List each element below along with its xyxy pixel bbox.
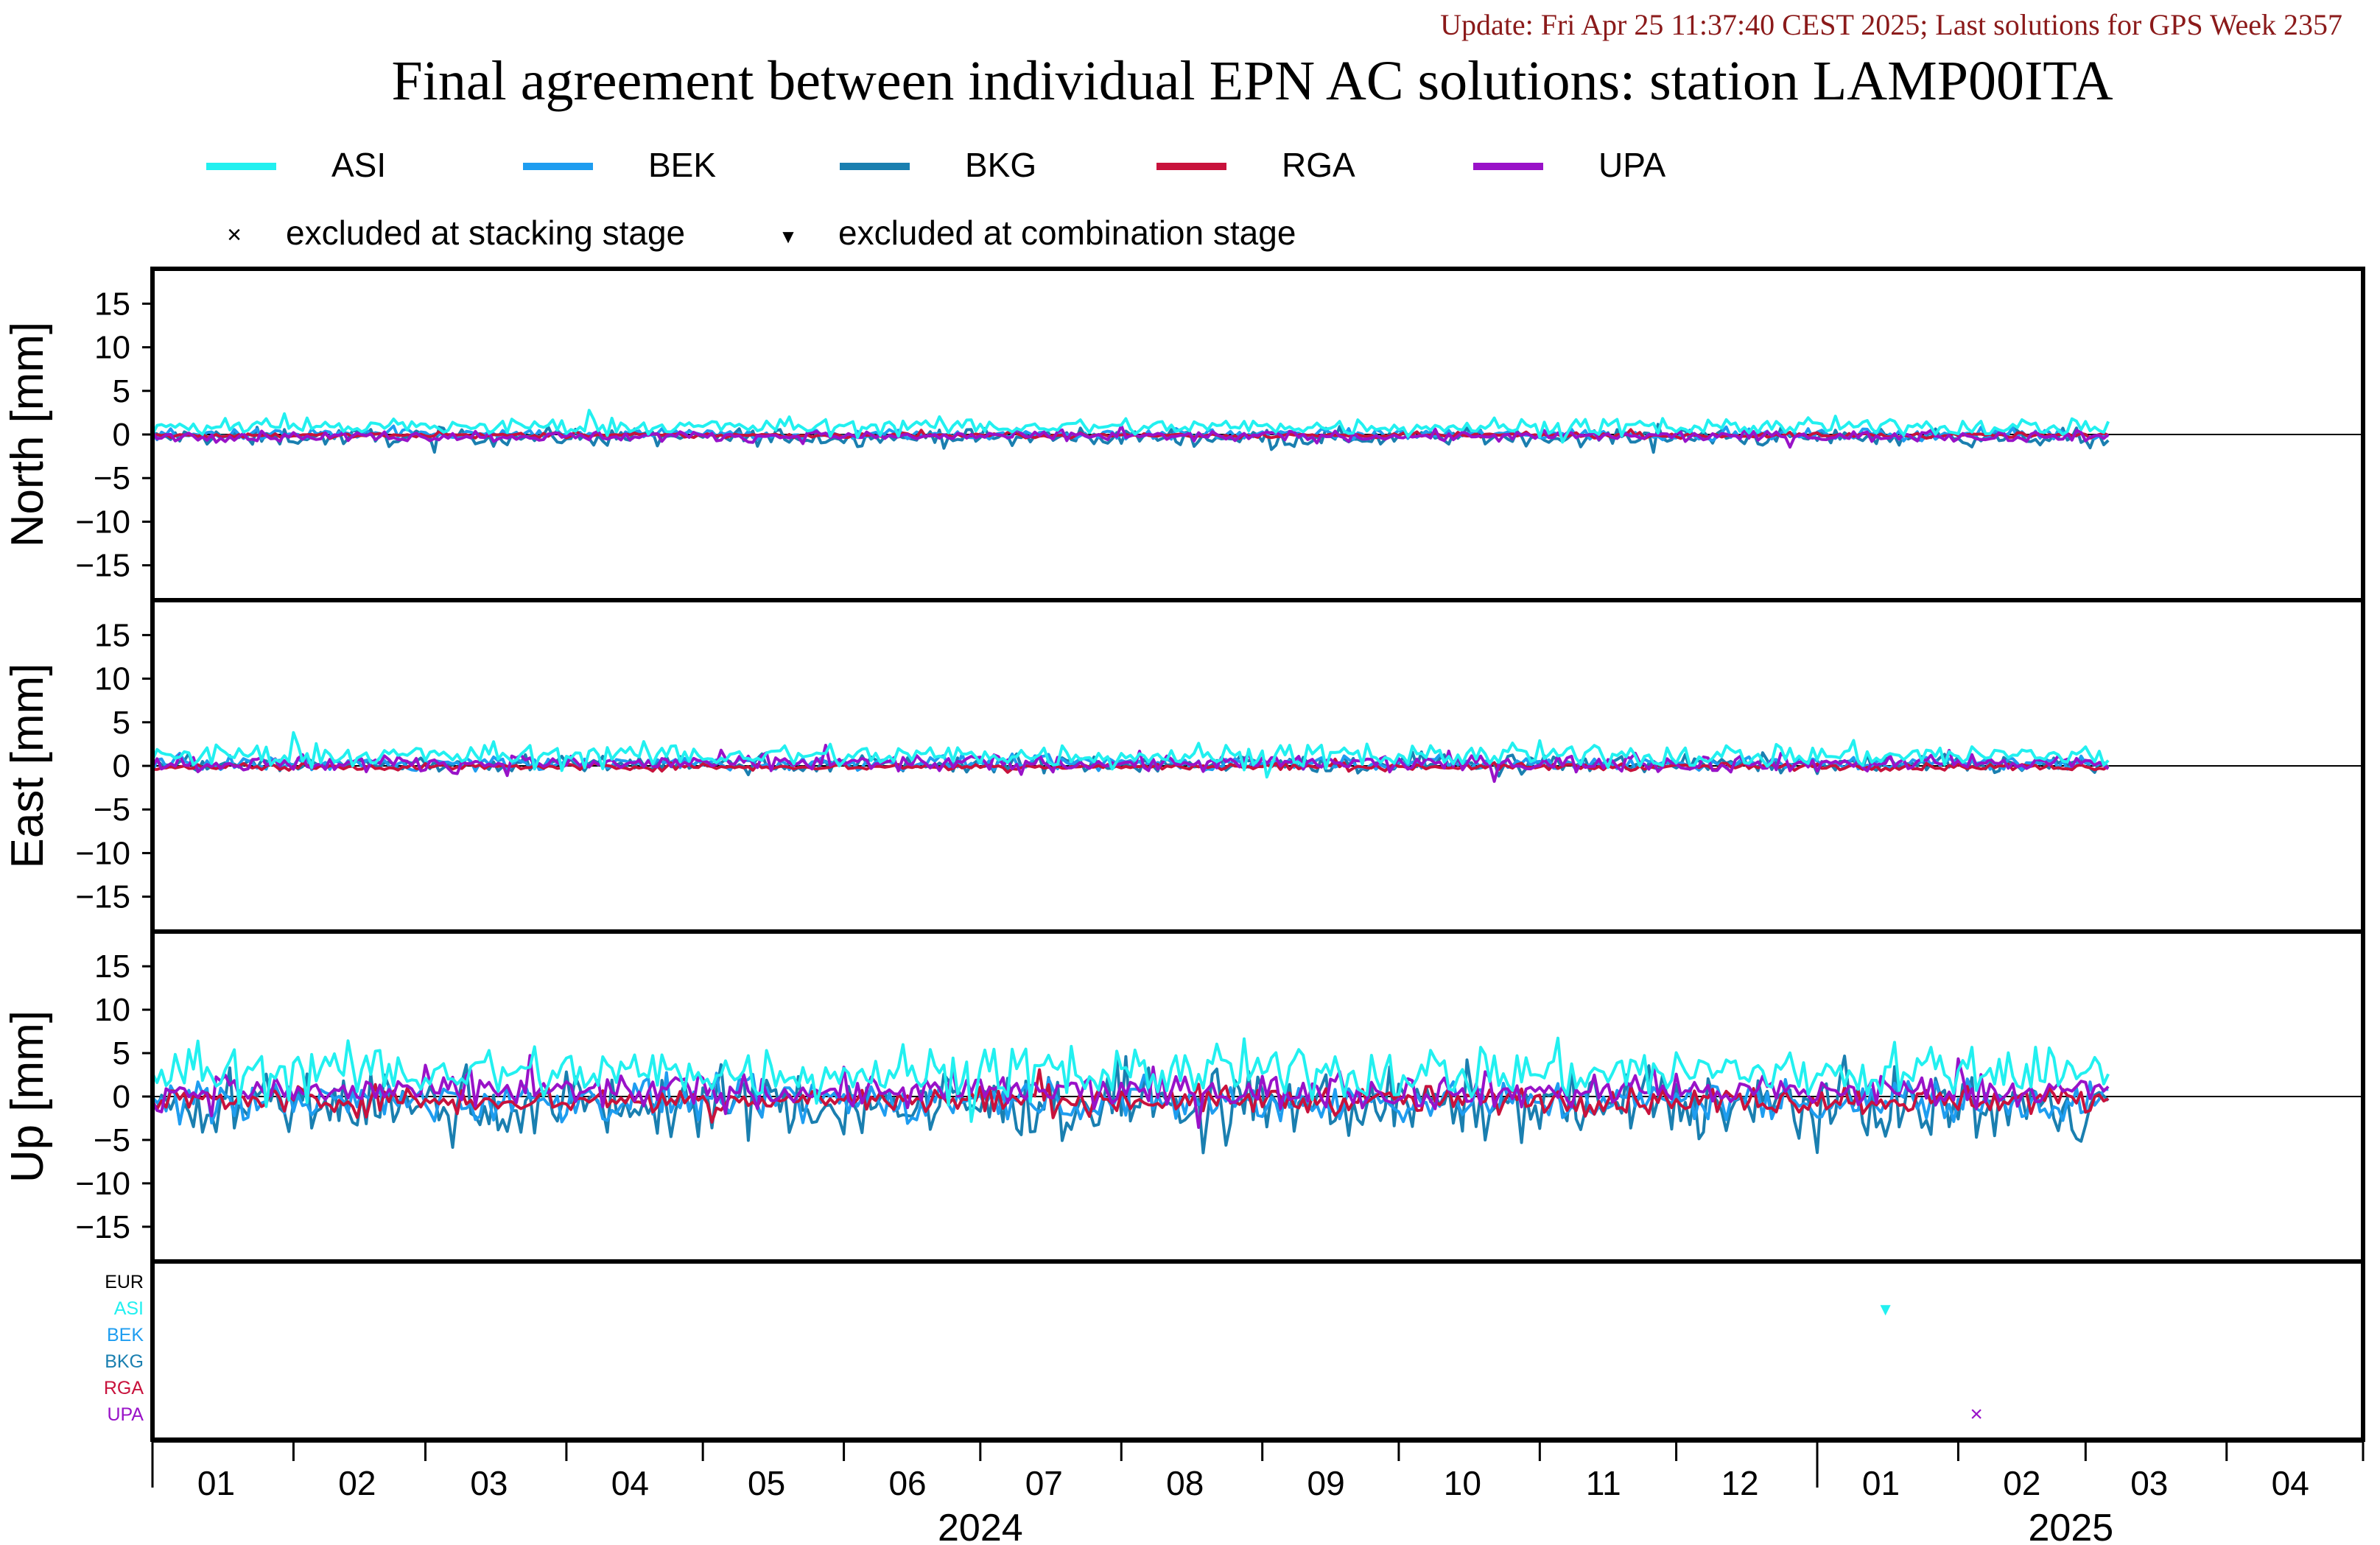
y-tick-label-north: −15 [75, 548, 130, 584]
exclusion-panel: EUR ASI BEK BKG RGA UPA ▼ × [104, 1259, 2365, 1442]
legend: ASI BEK BKG RGA UPA × excluded at stacking sta… [206, 146, 1665, 252]
exclusion-row-label-asi: ASI [114, 1298, 144, 1319]
exclusion-row-label-bek: BEK [107, 1325, 144, 1345]
series-line-asi-north [151, 409, 2110, 444]
y-axis-label-up: Up [mm] [2, 1010, 53, 1183]
chart-title: Final agreement between individual EPN A… [392, 50, 2113, 112]
series-line-upa-up [151, 1054, 2110, 1129]
series-line-rga-up [151, 1068, 2110, 1124]
series-line-upa-north [151, 423, 2110, 449]
series-line-asi-up [151, 1036, 2110, 1123]
x-month-label: 02 [2003, 1464, 2040, 1502]
x-month-label: 03 [470, 1464, 508, 1502]
series-line-bek-up [151, 1071, 2109, 1126]
series-line-rga-east [152, 757, 2110, 774]
y-tick-label-north: −10 [75, 504, 130, 540]
y-tick-label-east: −5 [94, 792, 130, 828]
y-tick-label-east: 5 [113, 705, 130, 741]
x-month-label: 06 [888, 1464, 926, 1502]
x-month-label: 05 [748, 1464, 785, 1502]
y-tick-label-up: −10 [75, 1166, 130, 1202]
y-tick-label-east: −15 [75, 879, 130, 915]
y-tick-label-up: 5 [113, 1035, 130, 1071]
panels: 15 10 5 0 −5 −10 −15 North [mm] 15 10 5 0 −5 −10 −15 Ea… [2, 267, 2365, 1264]
x-month-label: 04 [2272, 1464, 2309, 1502]
x-month-label: 12 [1721, 1464, 1758, 1502]
y-tick-label-north: 5 [113, 373, 130, 409]
legend-marker-label-1: excluded at stacking stage [286, 214, 685, 252]
y-tick-label-east: 10 [94, 661, 130, 697]
x-month-label: 03 [2130, 1464, 2168, 1502]
exclusion-row-label-eur: EUR [105, 1272, 144, 1292]
y-tick-label-up: 15 [94, 949, 130, 985]
y-axis-label-north: North [mm] [2, 322, 53, 548]
x-month-label: 08 [1166, 1464, 1204, 1502]
series-line-asi-east [151, 731, 2110, 779]
x-month-label: 07 [1025, 1464, 1063, 1502]
exclusion-marker-asi: ▼ [1877, 1300, 1895, 1320]
legend-label-asi: ASI [331, 146, 386, 184]
y-tick-label-up: 0 [113, 1079, 130, 1115]
x-month-label: 09 [1307, 1464, 1345, 1502]
y-tick-label-up: −5 [94, 1122, 130, 1158]
x-year-label: 2024 [938, 1507, 1023, 1545]
x-month-label: 02 [338, 1464, 376, 1502]
x-axis: 01 02 03 04 05 06 07 08 09 10 11 12 01 02 03 04 2024 2025 [151, 1441, 2365, 1545]
x-month-label: 01 [1862, 1464, 1900, 1502]
y-tick-label-north: 15 [94, 286, 130, 322]
x-month-label: 10 [1444, 1464, 1481, 1502]
y-tick-label-north: 0 [113, 417, 130, 453]
update-line: Update: Fri Apr 25 11:37:40 CEST 2025; L… [1440, 8, 2342, 41]
panel-up: 15 10 5 0 −5 −10 −15 Up [mm] [2, 929, 2365, 1264]
y-tick-label-north: −5 [94, 460, 130, 496]
legend-label-bkg: BKG [965, 146, 1036, 184]
legend-label-upa: UPA [1598, 146, 1665, 184]
y-tick-label-east: −10 [75, 835, 130, 871]
exclusion-row-label-bkg: BKG [105, 1351, 144, 1372]
legend-marker-symbol-2: ▼ [779, 225, 798, 247]
panel-east: 15 10 5 0 −5 −10 −15 East [mm] [2, 598, 2365, 934]
panel-north: 15 10 5 0 −5 −10 −15 North [mm] [2, 267, 2365, 602]
exclusion-marker-upa: × [1970, 1402, 1983, 1426]
x-month-label: 01 [197, 1464, 235, 1502]
y-tick-label-east: 15 [94, 617, 130, 653]
x-month-label: 11 [1586, 1464, 1621, 1502]
legend-marker-label-2: excluded at combination stage [838, 214, 1296, 252]
y-tick-label-east: 0 [113, 748, 130, 784]
exclusion-row-label-rga: RGA [104, 1378, 144, 1398]
legend-label-bek: BEK [648, 146, 716, 184]
exclusion-row-label-upa: UPA [107, 1404, 144, 1425]
x-year-label: 2025 [2028, 1507, 2113, 1545]
y-axis-label-east: East [mm] [2, 663, 53, 868]
y-tick-label-up: 10 [94, 992, 130, 1028]
x-month-label: 04 [611, 1464, 649, 1502]
y-tick-label-north: 10 [94, 330, 130, 366]
y-tick-label-up: −15 [75, 1209, 130, 1245]
exclusion-frame [150, 1259, 2365, 1442]
legend-marker-symbol-1: × [227, 221, 242, 249]
legend-label-rga: RGA [1282, 146, 1355, 184]
